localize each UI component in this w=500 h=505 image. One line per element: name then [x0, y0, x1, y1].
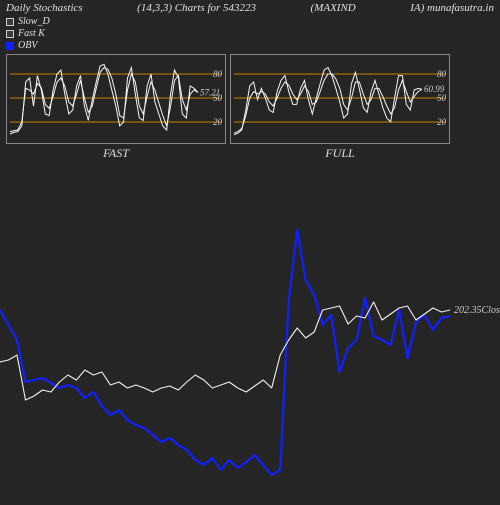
svg-text:57.21: 57.21: [200, 87, 220, 97]
fast-label: FAST: [6, 146, 226, 161]
title-right: IA) munafasutra.in: [410, 2, 494, 14]
panel-labels-row: FAST FULL: [0, 144, 500, 161]
legend-box-icon: [6, 30, 14, 38]
fast-chart-svg: 20508057.21: [6, 54, 226, 144]
legend-obv: OBV: [6, 40, 494, 52]
svg-text:80: 80: [437, 69, 447, 79]
header-row: Daily Stochastics (14,3,3) Charts for 54…: [0, 0, 500, 16]
legend-slow-d: Slow_D: [6, 16, 494, 28]
full-label: FULL: [230, 146, 450, 161]
legend-slow-d-label: Slow_D: [18, 16, 50, 28]
svg-text:60.99: 60.99: [424, 84, 445, 94]
svg-text:202.35Close: 202.35Close: [454, 305, 500, 316]
legend-box-obv-icon: [6, 42, 14, 50]
main-chart: 202.35Close: [0, 210, 500, 500]
svg-text:80: 80: [213, 69, 223, 79]
full-panel: 20 50 80 60.99: [230, 54, 450, 144]
title-left: Daily Stochastics: [6, 2, 83, 14]
svg-text:20: 20: [213, 117, 223, 127]
svg-text:20: 20: [437, 117, 447, 127]
legend-obv-label: OBV: [18, 40, 37, 52]
svg-text:50: 50: [437, 93, 447, 103]
legend-fast-k-label: Fast K: [18, 28, 45, 40]
fast-panel: 20508057.21: [6, 54, 226, 144]
legend-fast-k: Fast K: [6, 28, 494, 40]
title-center-left: (14,3,3) Charts for 543223: [137, 2, 256, 14]
title-center-right: (MAXIND: [311, 2, 356, 14]
full-chart-svg: 20 50 80 60.99: [230, 54, 450, 144]
legend-box-icon: [6, 18, 14, 26]
legend: Slow_D Fast K OBV: [0, 16, 500, 52]
main-chart-svg: 202.35Close: [0, 210, 500, 500]
stochastic-panels: 20 50 80 57.21 20 50 80 60.99: [0, 54, 500, 144]
